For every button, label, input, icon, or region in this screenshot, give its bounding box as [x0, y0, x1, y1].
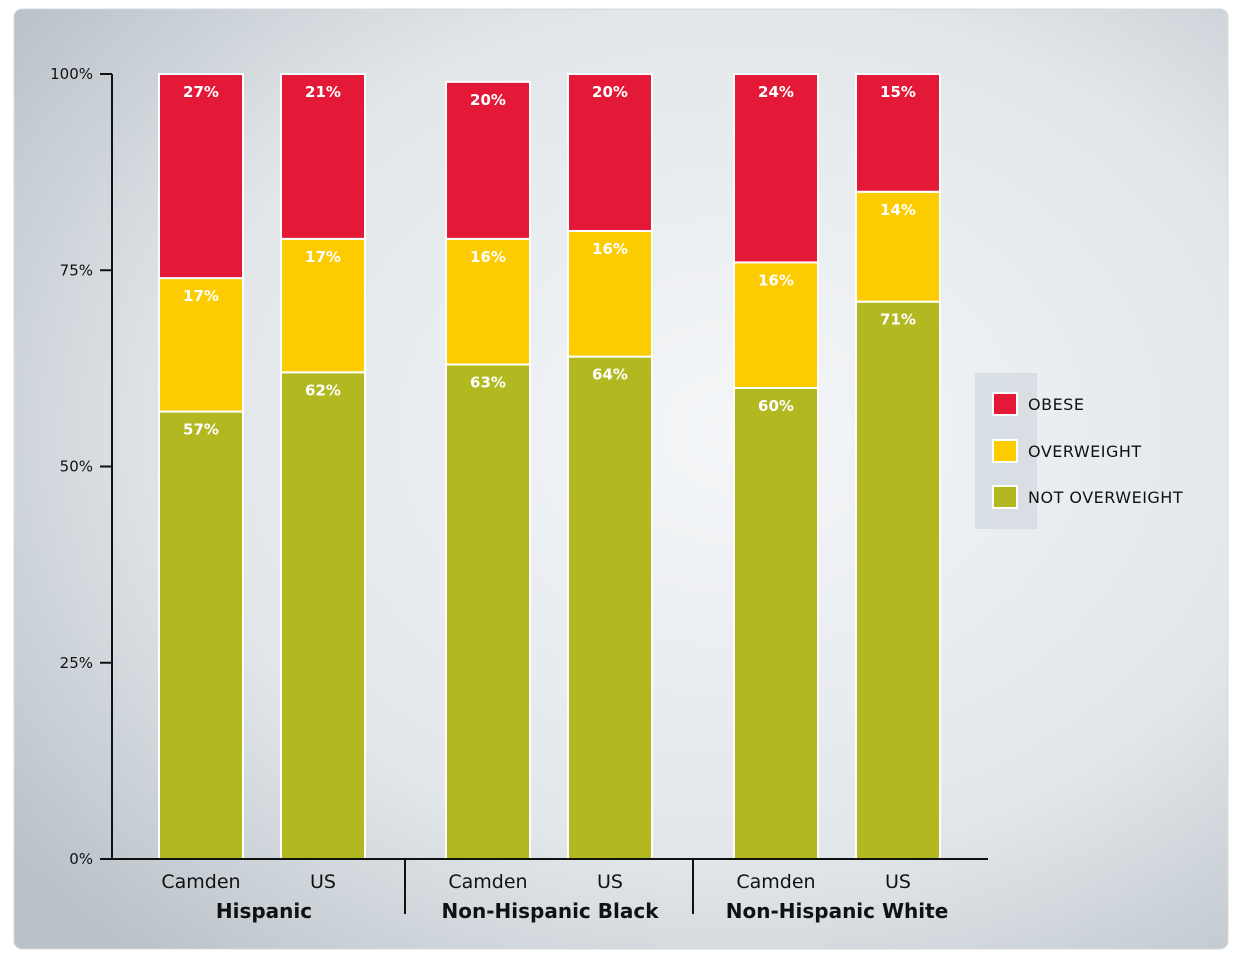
- bar-segment-not-overweight: [158, 410, 244, 860]
- x-tick-label: US: [885, 871, 911, 893]
- data-label-overweight: 16%: [470, 248, 506, 266]
- data-label-not-overweight: 64%: [592, 366, 628, 384]
- data-label-not-overweight: 62%: [305, 381, 341, 399]
- x-tick-label: Camden: [736, 871, 815, 893]
- bar-segment-not-overweight: [280, 371, 366, 860]
- y-tick-label: 75%: [60, 261, 93, 279]
- bar-segment-overweight: [567, 230, 653, 358]
- bar-segment-obese: [567, 73, 653, 232]
- legend-label-obese: OBESE: [1028, 395, 1084, 414]
- data-label-overweight: 16%: [758, 271, 794, 289]
- bar-segment-obese: [280, 73, 366, 240]
- x-tick-label: Camden: [448, 871, 527, 893]
- data-label-obese: 27%: [183, 83, 219, 101]
- data-label-obese: 20%: [470, 91, 506, 109]
- data-label-not-overweight: 71%: [880, 311, 916, 329]
- bar-segment-not-overweight: [855, 300, 941, 860]
- legend-swatch-overweight: [992, 439, 1018, 463]
- data-label-not-overweight: 60%: [758, 397, 794, 415]
- bar-segment-not-overweight: [445, 363, 531, 860]
- y-tick-label: 50%: [60, 458, 93, 476]
- bar-segment-not-overweight: [567, 355, 653, 860]
- y-tick-label: 25%: [60, 654, 93, 672]
- data-label-overweight: 16%: [592, 240, 628, 258]
- data-label-not-overweight: 57%: [183, 421, 219, 439]
- legend: OBESE OVERWEIGHT NOT OVERWEIGHT: [975, 373, 1183, 529]
- axes-layer: 0% 25% 50% 75% 100% Camden US Camden US Camden US H…: [50, 65, 988, 923]
- bar-segment-overweight: [158, 277, 244, 413]
- data-label-overweight: 14%: [880, 201, 916, 219]
- bar-segment-obese: [855, 73, 941, 193]
- data-label-overweight: 17%: [305, 248, 341, 266]
- x-tick-label: US: [597, 871, 623, 893]
- group-label-non-hispanic-white: Non-Hispanic White: [726, 899, 949, 923]
- bar-segment-not-overweight: [733, 387, 819, 860]
- data-label-overweight: 17%: [183, 287, 219, 305]
- data-label-obese: 20%: [592, 83, 628, 101]
- y-tick-label: 0%: [69, 850, 93, 868]
- bar-segment-overweight: [445, 237, 531, 366]
- data-label-obese: 21%: [305, 83, 341, 101]
- legend-swatch-not-overweight: [992, 485, 1018, 509]
- legend-swatch-obese: [992, 392, 1018, 416]
- bar-segment-obese: [445, 80, 531, 240]
- legend-label-not-overweight: NOT OVERWEIGHT: [1028, 488, 1183, 507]
- x-tick-label: US: [310, 871, 336, 893]
- data-label-not-overweight: 63%: [470, 373, 506, 391]
- group-label-hispanic: Hispanic: [216, 899, 312, 923]
- bar-segment-obese: [733, 73, 819, 264]
- y-tick-label: 100%: [50, 65, 93, 83]
- legend-label-overweight: OVERWEIGHT: [1028, 442, 1142, 461]
- data-label-obese: 24%: [758, 83, 794, 101]
- bar-segment-obese: [158, 73, 244, 280]
- group-label-non-hispanic-black: Non-Hispanic Black: [442, 899, 660, 923]
- bar-segment-overweight: [280, 237, 366, 374]
- bars-layer: 57% 17% 27% 62% 17% 21% 63% 16% 20% 64% 16% 20% 60% 1…: [158, 73, 941, 860]
- data-label-obese: 15%: [880, 83, 916, 101]
- x-tick-label: Camden: [161, 871, 240, 893]
- bar-segment-overweight: [733, 261, 819, 389]
